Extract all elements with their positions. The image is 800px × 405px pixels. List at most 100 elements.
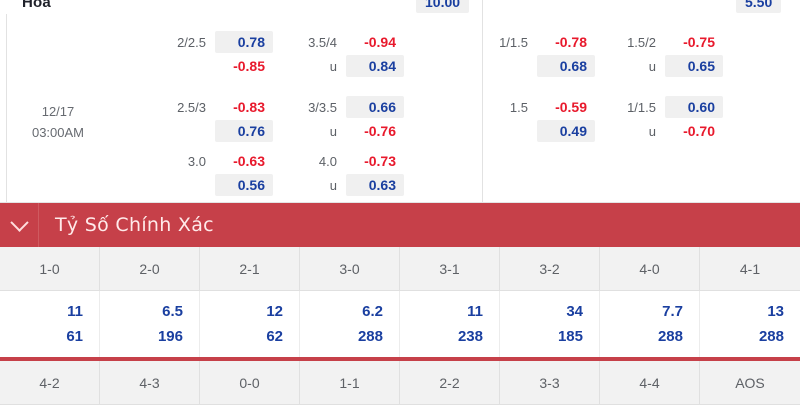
odds-top: 34 [566,303,583,320]
score-odds-cell[interactable]: 6.2 288 [300,291,400,357]
score-column-header[interactable]: 3-3 [500,361,600,404]
under-mark: u [329,177,337,193]
match-datetime: 12/17 03:00AM [26,101,90,143]
score-column-header[interactable]: 4-4 [600,361,700,404]
clipped-odd-2[interactable]: 5.50 [736,0,782,13]
score-column-header[interactable]: 1-1 [300,361,400,404]
score-column-header[interactable]: 2-1 [200,247,300,290]
chevron-down-icon [9,212,29,232]
section-title: Tỷ Số Chính Xác [55,214,214,236]
odds-row: 0.49 [494,120,595,142]
score-column-header[interactable]: 3-0 [300,247,400,290]
odds-top: 11 [467,303,483,320]
odd-value[interactable]: -0.83 [233,99,265,115]
odds-row: 1.5 -0.59 [494,96,595,118]
score-column-header[interactable]: 4-1 [739,260,761,277]
odd-value[interactable]: -0.75 [683,34,715,50]
handicap-label: 3/3.5 [308,99,337,115]
odds-row: 2/2.5 0.78 [172,31,273,53]
handicap-label: 2/2.5 [177,34,206,50]
handicap-label: 4.0 [318,153,337,169]
collapse-toggle[interactable] [0,203,39,247]
odds-row: 0.76 [172,120,273,142]
score-column-header[interactable]: 3-1 [400,247,500,290]
score-odds-cell[interactable]: 11 61 [0,291,100,357]
odd-value[interactable]: -0.59 [555,99,587,115]
score-odds-cell[interactable]: 6.5 196 [100,291,200,357]
score-odds-cell[interactable]: 13 288 [700,291,800,357]
odd-value[interactable]: 0.56 [215,174,273,196]
score-column-header[interactable]: 2-0 [100,247,200,290]
match-date: 12/17 [41,104,75,119]
panel-divider-left [6,14,7,202]
odd-value[interactable]: 0.66 [346,96,404,118]
score-column-header[interactable]: AOS [735,374,765,391]
odds-row: u 0.65 [622,55,723,77]
odds-row: 1/1.5 0.60 [622,96,723,118]
score-column-header[interactable]: 3-2 [500,247,600,290]
score-odds-cell[interactable]: 7.7 288 [600,291,700,357]
score-odds-cell[interactable]: 11 238 [400,291,500,357]
row-separator [0,357,800,361]
odds-bottom: 61 [66,328,83,345]
panel-divider-middle [482,0,483,202]
odds-row: u 0.84 [303,55,404,77]
odd-value[interactable]: -0.63 [233,153,265,169]
odds-bottom: 288 [357,328,383,345]
score-column-header[interactable]: 0-0 [200,361,300,404]
odds-row: 1.5/2 -0.75 [622,31,723,53]
score-column-header[interactable]: 2-2 [400,361,500,404]
odd-value[interactable]: -0.85 [233,58,265,74]
odd-value[interactable]: 0.49 [537,120,595,142]
odd-value[interactable]: 0.60 [665,96,723,118]
odds-row: 1/1.5 -0.78 [494,31,595,53]
odd-value[interactable]: 0.65 [665,55,723,77]
odds-row: -0.85 [172,55,273,77]
odds-bottom: 238 [457,328,483,345]
odds-row: 3/3.5 0.66 [303,96,404,118]
odds-row: 4.0 -0.73 [303,150,404,172]
odd-value[interactable]: 0.76 [215,120,273,142]
odd-value[interactable]: -0.78 [555,34,587,50]
score-odds-cell[interactable]: 12 62 [200,291,300,357]
under-mark: u [648,58,656,74]
odd-value[interactable]: 0.84 [346,55,404,77]
odd-value[interactable]: 0.63 [346,174,404,196]
odds-bottom: 288 [758,328,784,345]
odds-row: 0.68 [494,55,595,77]
odds-row: 0.56 [172,174,273,196]
score-column-header[interactable]: 4-3 [100,361,200,404]
handicap-label: 1/1.5 [627,99,656,115]
odds-row: 2.5/3 -0.83 [172,96,273,118]
odd-value[interactable]: -0.70 [683,123,715,139]
odd-value[interactable]: 0.68 [537,55,595,77]
odds-row: 3.0 -0.63 [172,150,273,172]
odd-value[interactable]: -0.73 [364,153,396,169]
odds-top: 6.5 [162,303,183,320]
correct-score-header-row-1: 1-0 2-0 2-1 3-0 3-1 3-2 4-0 4-1 [0,247,800,291]
handicap-label: 1.5/2 [627,34,656,50]
odd-value[interactable]: 0.78 [215,31,273,53]
match-time: 03:00AM [31,125,85,140]
handicap-label: 1.5 [509,99,528,115]
score-odds-cell[interactable]: 34 185 [500,291,600,357]
clipped-odd-1[interactable]: 10.00 [416,0,470,13]
correct-score-section-header[interactable]: Tỷ Số Chính Xác [0,203,800,247]
score-column-header[interactable]: 4-2 [0,361,100,404]
under-mark: u [329,58,337,74]
odds-bottom: 288 [657,328,683,345]
odds-bottom: 196 [157,328,183,345]
draw-label: Hòa [22,0,51,11]
score-column-header[interactable]: 1-0 [0,247,100,290]
odd-value[interactable]: -0.94 [364,34,396,50]
odds-top: 7.7 [662,303,683,320]
handicap-label: 3.0 [187,153,206,169]
odds-top: 13 [767,303,784,320]
under-mark: u [648,123,656,139]
odds-row: u -0.76 [303,120,404,142]
correct-score-header-row-2: 4-2 4-3 0-0 1-1 2-2 3-3 4-4 AOS [0,361,800,405]
odds-bottom: 62 [266,328,283,345]
score-column-header[interactable]: 4-0 [600,247,700,290]
odd-value[interactable]: -0.76 [364,123,396,139]
